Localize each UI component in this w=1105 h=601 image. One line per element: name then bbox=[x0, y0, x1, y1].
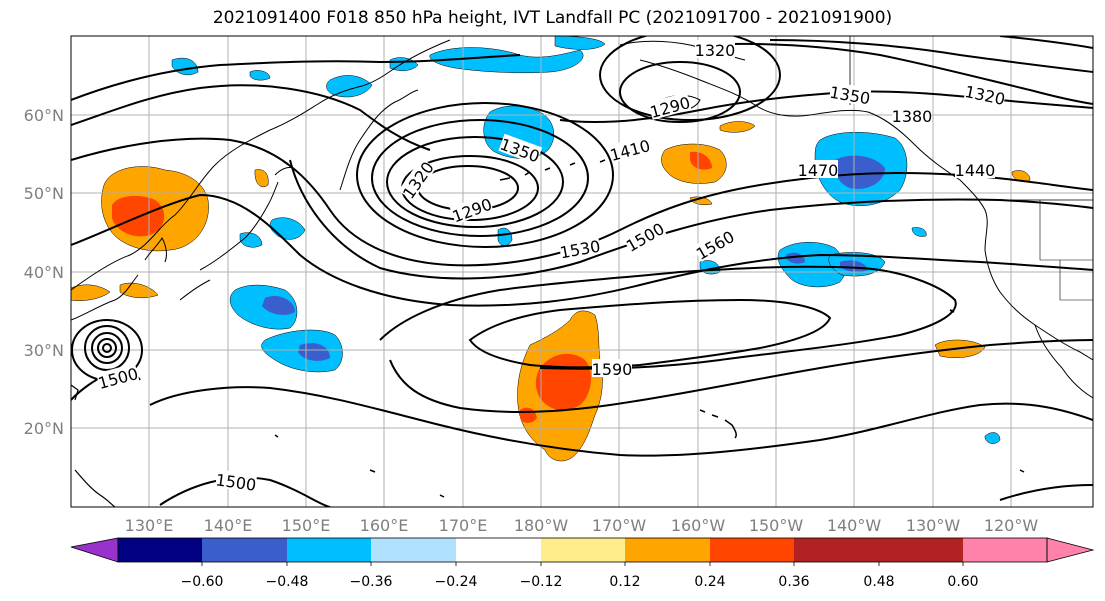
colorbar-tick-label: −0.36 bbox=[350, 574, 393, 590]
contour-label-bg bbox=[498, 133, 543, 165]
contour-label-bg bbox=[608, 135, 652, 163]
contour-label: 1320 bbox=[695, 41, 736, 60]
contour-label: 1380 bbox=[892, 107, 933, 126]
colorbar-segment bbox=[371, 538, 456, 562]
contour-label-bg bbox=[695, 40, 735, 58]
ivt-positive-region bbox=[71, 284, 111, 301]
contour-label-bg bbox=[96, 363, 140, 391]
longitude-label: 120°W bbox=[984, 516, 1039, 535]
longitude-label: 130°E bbox=[125, 516, 174, 535]
latitude-labels: 60°N 50°N 40°N 30°N 20°N bbox=[24, 106, 64, 438]
colorbar-tick-label: 0.24 bbox=[694, 574, 725, 590]
contour-label-bg bbox=[622, 218, 667, 254]
ivt-positive-region bbox=[1011, 170, 1031, 182]
contour-label-bg bbox=[955, 160, 995, 178]
colorbar-segment bbox=[287, 538, 371, 562]
longitude-labels: 130°E 140°E 150°E 160°E 170°E 180°W 170°W 160°W… bbox=[125, 516, 1039, 535]
plot-frame bbox=[70, 35, 1094, 508]
latitude-label: 60°N bbox=[24, 106, 64, 125]
latitude-label: 40°N bbox=[24, 263, 64, 282]
colorbar-tick-label: 0.36 bbox=[778, 574, 809, 590]
contour-label-bg bbox=[215, 469, 258, 493]
ivt-positive-region bbox=[719, 121, 756, 133]
ivt-negative-region bbox=[429, 47, 584, 74]
colorbar-segment bbox=[202, 538, 287, 562]
colorbar-segment bbox=[1046, 537, 1095, 563]
contour-label-bg bbox=[798, 160, 838, 178]
contour-label-bg bbox=[592, 359, 632, 377]
colorbar-tick-label: −0.24 bbox=[435, 574, 478, 590]
latitude-label: 30°N bbox=[24, 341, 64, 360]
longitude-label: 180°W bbox=[514, 516, 569, 535]
longitude-label: 150°W bbox=[749, 516, 804, 535]
longitude-label: 160°E bbox=[360, 516, 409, 535]
contour-label-bg bbox=[963, 81, 1007, 107]
ivt-negative-region bbox=[911, 227, 927, 237]
ivt-negative-region bbox=[497, 227, 513, 246]
longitude-label: 140°W bbox=[827, 516, 882, 535]
colorbar-segment bbox=[710, 538, 794, 562]
colorbar-outline bbox=[117, 537, 1048, 563]
ivt-negative-region bbox=[984, 432, 1001, 444]
colorbar: −0.60 −0.48 −0.36 −0.24 −0.12 0.12 0.24 0.36 0.4… bbox=[70, 537, 1095, 590]
ivt-positive-region bbox=[254, 169, 269, 188]
colorbar-segment bbox=[456, 538, 541, 562]
contour-label: 1470 bbox=[798, 161, 839, 180]
ivt-negative-region bbox=[249, 70, 271, 81]
ivt-negative-region bbox=[554, 36, 606, 50]
latitude-label: 20°N bbox=[24, 419, 64, 438]
ivt-negative-core bbox=[262, 295, 295, 315]
contour-label-bg bbox=[648, 92, 692, 120]
colorbar-segment bbox=[541, 538, 625, 562]
colorbar-tick-label: 0.12 bbox=[609, 574, 640, 590]
colorbar-segment bbox=[625, 538, 710, 562]
longitude-label: 160°W bbox=[671, 516, 726, 535]
contour-label-bg bbox=[449, 193, 494, 225]
colorbar-segment bbox=[70, 537, 119, 563]
contour-label: 1440 bbox=[955, 161, 996, 180]
colorbar-tick-label: 0.60 bbox=[947, 574, 978, 590]
colorbar-segment bbox=[118, 538, 202, 562]
colorbar-tick-label: −0.60 bbox=[181, 574, 224, 590]
contour-label-bg bbox=[558, 235, 602, 261]
contour-label-bg bbox=[892, 106, 932, 124]
colorbar-segment bbox=[879, 538, 963, 562]
longitude-label: 150°E bbox=[282, 516, 331, 535]
longitude-label: 170°W bbox=[592, 516, 647, 535]
ivt-positive-core bbox=[690, 151, 712, 170]
colorbar-segment bbox=[794, 538, 879, 562]
ivt-negative-core bbox=[834, 155, 885, 189]
latitude-label: 50°N bbox=[24, 184, 64, 203]
colorbar-tick-label: 0.48 bbox=[863, 574, 894, 590]
contour-label: 1590 bbox=[592, 360, 633, 379]
gridlines bbox=[71, 36, 1093, 507]
colorbar-tick-label: −0.12 bbox=[520, 574, 563, 590]
contour-label-bg bbox=[398, 157, 437, 201]
colorbar-tick-label: −0.48 bbox=[266, 574, 309, 590]
ivt-negative-region bbox=[326, 75, 373, 98]
longitude-label: 170°E bbox=[439, 516, 488, 535]
contour-label-bg bbox=[692, 226, 737, 262]
colorbar-segment bbox=[963, 538, 1047, 562]
contour-label-bg bbox=[828, 81, 872, 107]
longitude-label: 130°W bbox=[906, 516, 961, 535]
map-title: 2021091400 F018 850 hPa height, IVT Land… bbox=[212, 8, 893, 28]
longitude-label: 140°E bbox=[204, 516, 253, 535]
ivt-shading bbox=[71, 36, 1031, 462]
